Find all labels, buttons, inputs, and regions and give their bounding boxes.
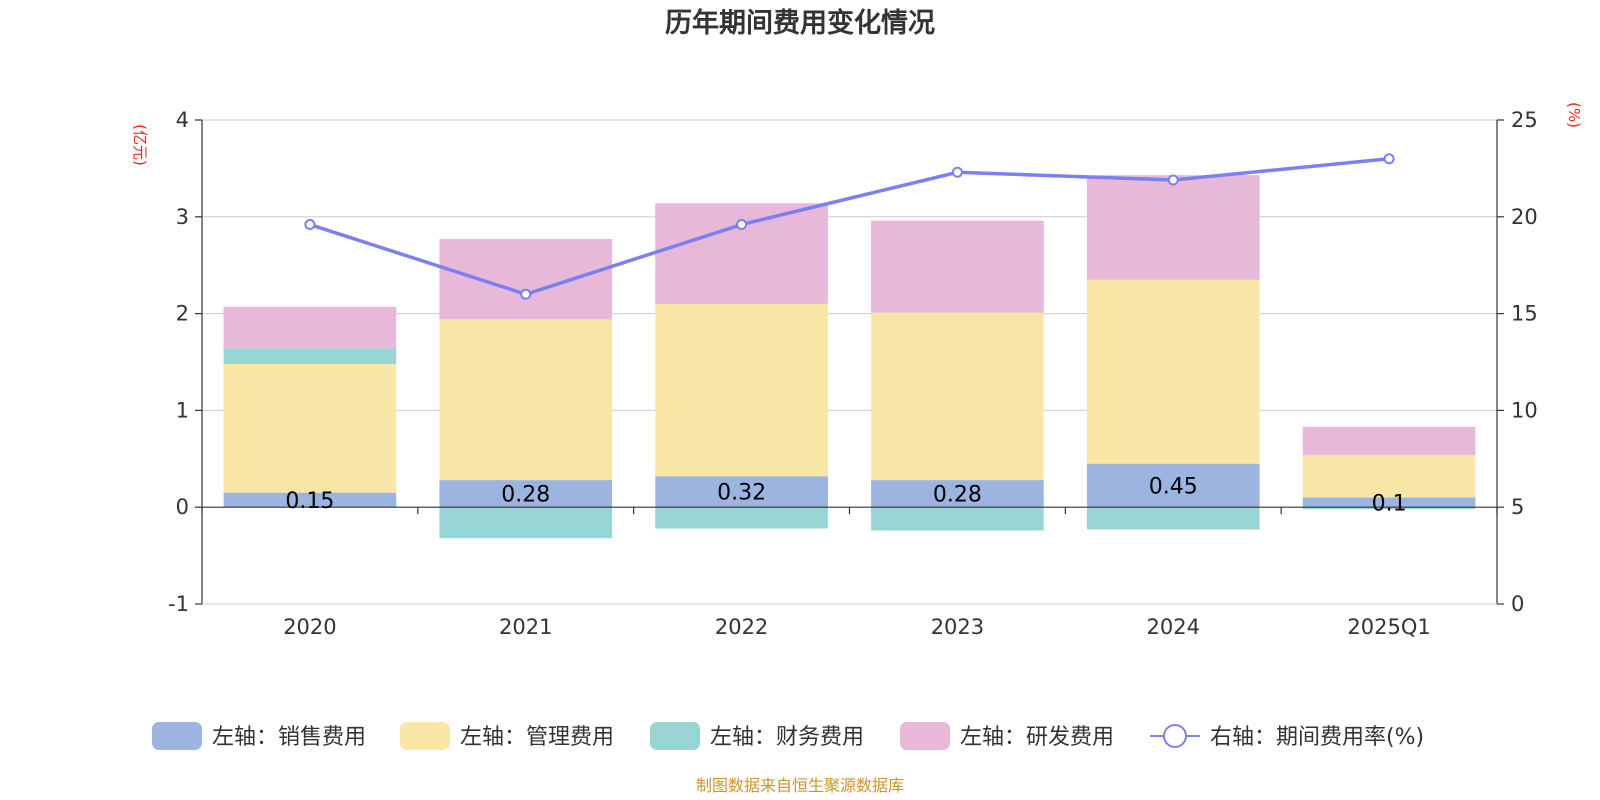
axes: -1 0 1 2 3 4 0 5 10 15 20 25 (亿元) (%) 2020 2021 2022 2023… [131,102,1583,639]
data-label: 0.15 [285,489,334,514]
rate-line-group [304,153,1395,300]
bars-group [223,175,1476,539]
left-tick-label: -1 [168,592,189,616]
chart-title: 历年期间费用变化情况 [665,7,935,39]
bar-segment [655,507,828,529]
left-axis-unit: (亿元) [131,124,149,166]
legend-swatch [650,722,700,750]
bar-segment [1302,426,1476,455]
rate-point [304,219,316,231]
x-tick-label: 2024 [1147,615,1200,639]
bar-segment [871,507,1044,531]
legend-label: 右轴：期间费用率(%) [1210,725,1424,750]
data-label: 0.32 [717,481,766,506]
bar-segment [1302,454,1476,498]
left-tick-label: 0 [176,495,189,519]
left-tick-label: 1 [176,398,189,422]
bar-segment [871,220,1044,313]
legend-swatch [900,722,950,750]
x-tick-label: 2021 [499,615,552,639]
bar-segment [871,480,1044,508]
rate-point [520,288,532,300]
bar-segment [655,303,828,477]
bar-segment [223,363,397,493]
bar-segment [1302,497,1476,508]
bar-segment [655,476,828,508]
bar-segment [1302,507,1476,510]
bar-segment [439,319,613,481]
right-tick-label: 10 [1511,398,1538,422]
legend-label: 左轴：管理费用 [460,725,614,750]
data-label: 0.45 [1149,474,1198,499]
x-tick-label: 2025Q1 [1347,615,1430,639]
legend-swatch [400,722,450,750]
bar-segment [1086,175,1260,280]
right-tick-label: 5 [1511,495,1524,519]
bar-segment [655,203,828,304]
right-tick-label: 20 [1511,205,1538,229]
x-tick-label: 2020 [283,615,336,639]
rate-line [309,156,1390,297]
legend-swatch [152,722,202,750]
data-label: 0.28 [501,483,550,508]
bar-segment [223,306,397,349]
right-tick-label: 15 [1511,302,1538,326]
bar-segment [871,312,1044,481]
right-tick-label: 0 [1511,592,1524,616]
rate-point [1167,174,1179,186]
bar-segment [223,348,397,364]
x-tick-label: 2022 [715,615,768,639]
bar-segment [1086,507,1260,530]
bar-segment [439,507,613,539]
legend-label: 左轴：销售费用 [212,725,366,750]
source-note: 制图数据来自恒生聚源数据库 [696,776,904,795]
left-tick-label: 2 [176,302,189,326]
legend: 左轴：销售费用 左轴：管理费用 左轴：财务费用 左轴：研发费用 右轴：期间费用率(%) [152,722,1424,750]
data-labels-group: 0.15 0.28 0.32 0.28 0.45 0.1 [285,474,1406,516]
legend-label: 左轴：财务费用 [710,725,864,750]
legend-label: 左轴：研发费用 [960,725,1114,750]
rate-point [736,219,748,231]
legend-marker-swatch [1163,724,1187,748]
data-label: 0.1 [1372,491,1407,516]
bar-segment [223,492,397,508]
left-tick-label: 4 [176,108,189,132]
bar-segment [1086,279,1260,464]
right-axis-unit: (%) [1565,102,1583,128]
rate-point [951,166,963,178]
x-tick-label: 2023 [931,615,984,639]
bar-segment [439,480,613,508]
bar-segment [1086,463,1260,508]
right-tick-label: 25 [1511,108,1538,132]
left-tick-label: 3 [176,205,189,229]
data-label: 0.28 [933,483,982,508]
rate-point [1383,153,1395,165]
bar-segment [439,239,613,320]
